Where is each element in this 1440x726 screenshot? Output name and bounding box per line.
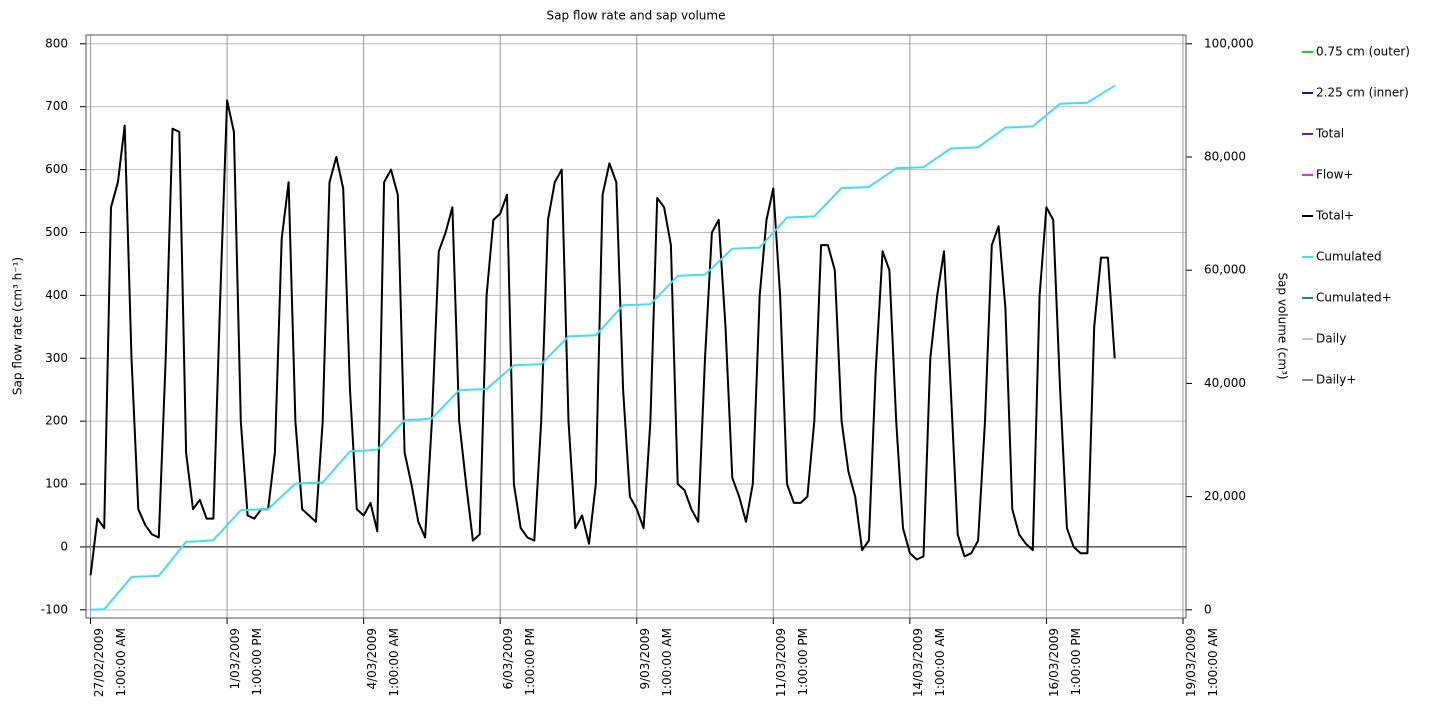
- legend-label: Total: [1315, 127, 1344, 141]
- chart-title: Sap flow rate and sap volume: [546, 9, 725, 23]
- y-axis-label: Sap flow rate (cm³ h⁻¹): [11, 257, 25, 395]
- y2-tick-label: 20,000: [1204, 489, 1246, 503]
- legend-label: Cumulated: [1316, 250, 1382, 264]
- legend-label: Total+: [1315, 209, 1354, 223]
- legend-label: 0.75 cm (outer): [1316, 45, 1410, 59]
- legend-label: Daily+: [1316, 373, 1356, 387]
- x-tick-label: 1/03/2009 1:00:00 PM: [228, 628, 265, 696]
- x-tick-label: 9/03/2009 1:00:00 AM: [637, 628, 674, 697]
- y2-tick-label: 40,000: [1204, 376, 1246, 390]
- y-tick-label: -100: [41, 602, 68, 616]
- x-tick-label: 19/03/2009 1:00:00 AM: [1183, 628, 1220, 698]
- y2-tick-label: 100,000: [1204, 36, 1254, 50]
- x-tick-label: 14/03/2009 1:00:00 AM: [910, 628, 947, 698]
- x-tick-label: 6/03/2009 1:00:00 PM: [501, 628, 538, 696]
- y2-tick-label: 60,000: [1204, 263, 1246, 277]
- legend-label: 2.25 cm (inner): [1316, 86, 1409, 100]
- y2-axis-label: Sap volume (cm³): [1276, 272, 1290, 379]
- series-line: [90, 84, 1116, 611]
- y-tick-label: 700: [45, 99, 68, 113]
- x-tick-label: 4/03/2009 1:00:00 AM: [364, 628, 401, 697]
- series-line: [89, 99, 1116, 576]
- x-tick-label: 11/03/2009 1:00:00 PM: [774, 628, 811, 698]
- legend-label: Cumulated+: [1316, 291, 1392, 305]
- y2-tick-label: 80,000: [1204, 150, 1246, 164]
- x-tick-label: 16/03/2009 1:00:00 PM: [1047, 628, 1084, 698]
- y-tick-label: 100: [45, 477, 68, 491]
- legend-label: Flow+: [1316, 168, 1353, 182]
- y-tick-label: 800: [45, 36, 68, 50]
- y2-tick-label: 0: [1204, 602, 1212, 616]
- plot-frame: [85, 34, 1187, 619]
- y-tick-label: 600: [45, 162, 68, 176]
- y-tick-label: 0: [60, 539, 68, 553]
- legend-label: Daily: [1316, 332, 1346, 346]
- x-tick-label: 27/02/2009 1:00:00 AM: [91, 628, 128, 698]
- y-tick-label: 300: [45, 351, 68, 365]
- y-tick-label: 400: [45, 288, 68, 302]
- y-tick-label: 500: [45, 225, 68, 239]
- y-tick-label: 200: [45, 414, 68, 428]
